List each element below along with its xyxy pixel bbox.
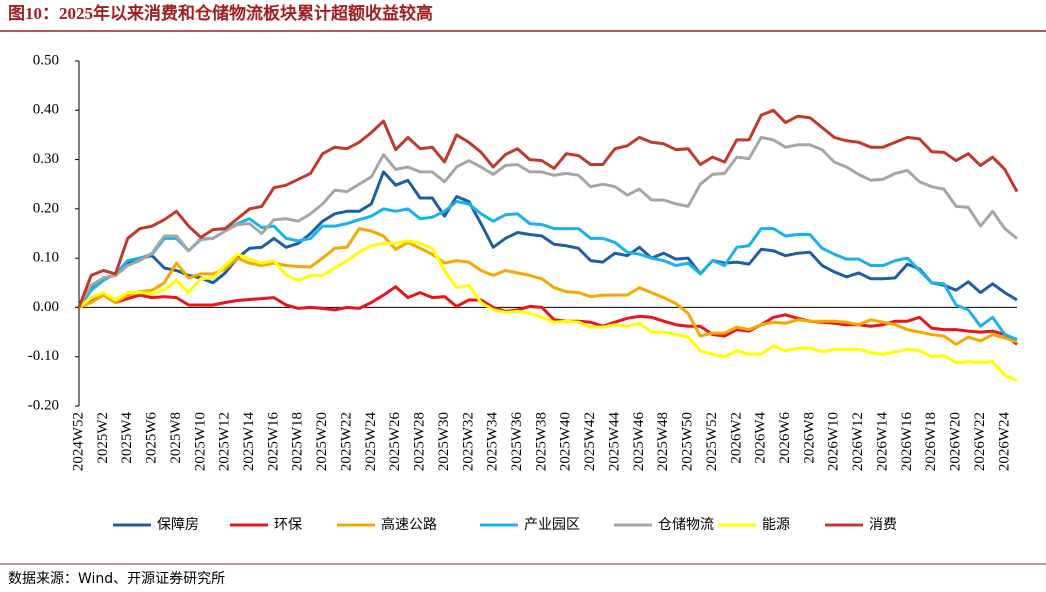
- y-tick-label: 0.20: [33, 200, 59, 216]
- legend-label: 环保: [274, 517, 302, 533]
- series-line: [78, 239, 1018, 382]
- x-tick-label: 2025W24: [363, 412, 379, 472]
- x-tick-label: 2026W16: [899, 412, 915, 472]
- series-line: [77, 108, 1019, 308]
- x-tick-label: 2025W16: [265, 412, 281, 472]
- legend-label: 保障房: [157, 517, 199, 533]
- y-tick-label: -0.10: [28, 348, 59, 364]
- x-tick-label: 2026W20: [948, 412, 964, 471]
- legend-label: 高速公路: [381, 516, 437, 533]
- x-tick-label: 2026W24: [996, 412, 1012, 472]
- series-line: [78, 285, 1018, 346]
- x-tick-label: 2026W8: [801, 412, 817, 464]
- x-tick-label: 2025W20: [314, 412, 330, 471]
- legend-label: 能源: [762, 517, 790, 533]
- x-tick-label: 2025W48: [655, 412, 671, 471]
- x-tick-label: 2026W12: [850, 412, 866, 471]
- legend-label: 产业园区: [524, 517, 580, 533]
- series-line: [78, 227, 1018, 346]
- x-tick-label: 2026W22: [972, 412, 988, 471]
- x-tick-label: 2025W2: [95, 412, 111, 464]
- legend-label: 仓储物流: [658, 517, 714, 533]
- x-tick-label: 2025W14: [241, 412, 257, 472]
- x-tick-label: 2026W14: [874, 412, 890, 472]
- x-tick-label: 2025W22: [338, 412, 354, 471]
- y-tick-label: -0.20: [28, 397, 59, 413]
- series-line: [77, 135, 1018, 309]
- x-tick-label: 2026W10: [826, 412, 842, 471]
- x-tick-label: 2025W10: [192, 412, 208, 471]
- legend-label: 消费: [869, 517, 897, 533]
- series-line: [77, 170, 1018, 309]
- x-tick-label: 2025W26: [387, 412, 403, 472]
- x-tick-label: 2025W28: [412, 412, 428, 471]
- x-tick-label: 2025W42: [582, 412, 598, 471]
- x-tick-label: 2025W6: [144, 412, 160, 464]
- x-tick-label: 2025W46: [631, 412, 647, 472]
- x-tick-label: 2025W38: [533, 412, 549, 471]
- x-tick-label: 2025W30: [436, 412, 452, 471]
- source: 数据来源：Wind、开源证券研究所: [8, 571, 225, 587]
- y-tick-label: 0.00: [33, 299, 59, 315]
- x-tick-label: 2024W52: [70, 412, 86, 471]
- y-tick-label: 0.40: [33, 102, 59, 118]
- x-tick-label: 2026W2: [728, 412, 744, 464]
- x-tick-label: 2025W18: [290, 412, 306, 471]
- x-tick-label: 2025W50: [680, 412, 696, 471]
- y-tick-label: 0.10: [33, 250, 59, 266]
- x-tick-label: 2026W4: [753, 412, 769, 464]
- y-tick-label: 0.50: [33, 52, 59, 68]
- x-tick-label: 2025W12: [217, 412, 233, 471]
- x-tick-label: 2025W44: [606, 412, 622, 472]
- x-tick-label: 2025W4: [119, 412, 135, 464]
- x-tick-label: 2026W6: [777, 412, 793, 464]
- x-tick-label: 2026W18: [923, 412, 939, 471]
- y-tick-label: 0.30: [33, 151, 59, 167]
- x-tick-label: 2025W36: [509, 412, 525, 472]
- x-tick-label: 2025W52: [704, 412, 720, 471]
- x-tick-label: 2025W32: [460, 412, 476, 471]
- x-tick-label: 2025W8: [168, 412, 184, 464]
- x-tick-label: 2025W40: [558, 412, 574, 471]
- chart-title: 图10：2025年以来消费和仓储物流板块累计超额收益较高: [8, 3, 433, 23]
- x-tick-label: 2025W34: [485, 412, 501, 472]
